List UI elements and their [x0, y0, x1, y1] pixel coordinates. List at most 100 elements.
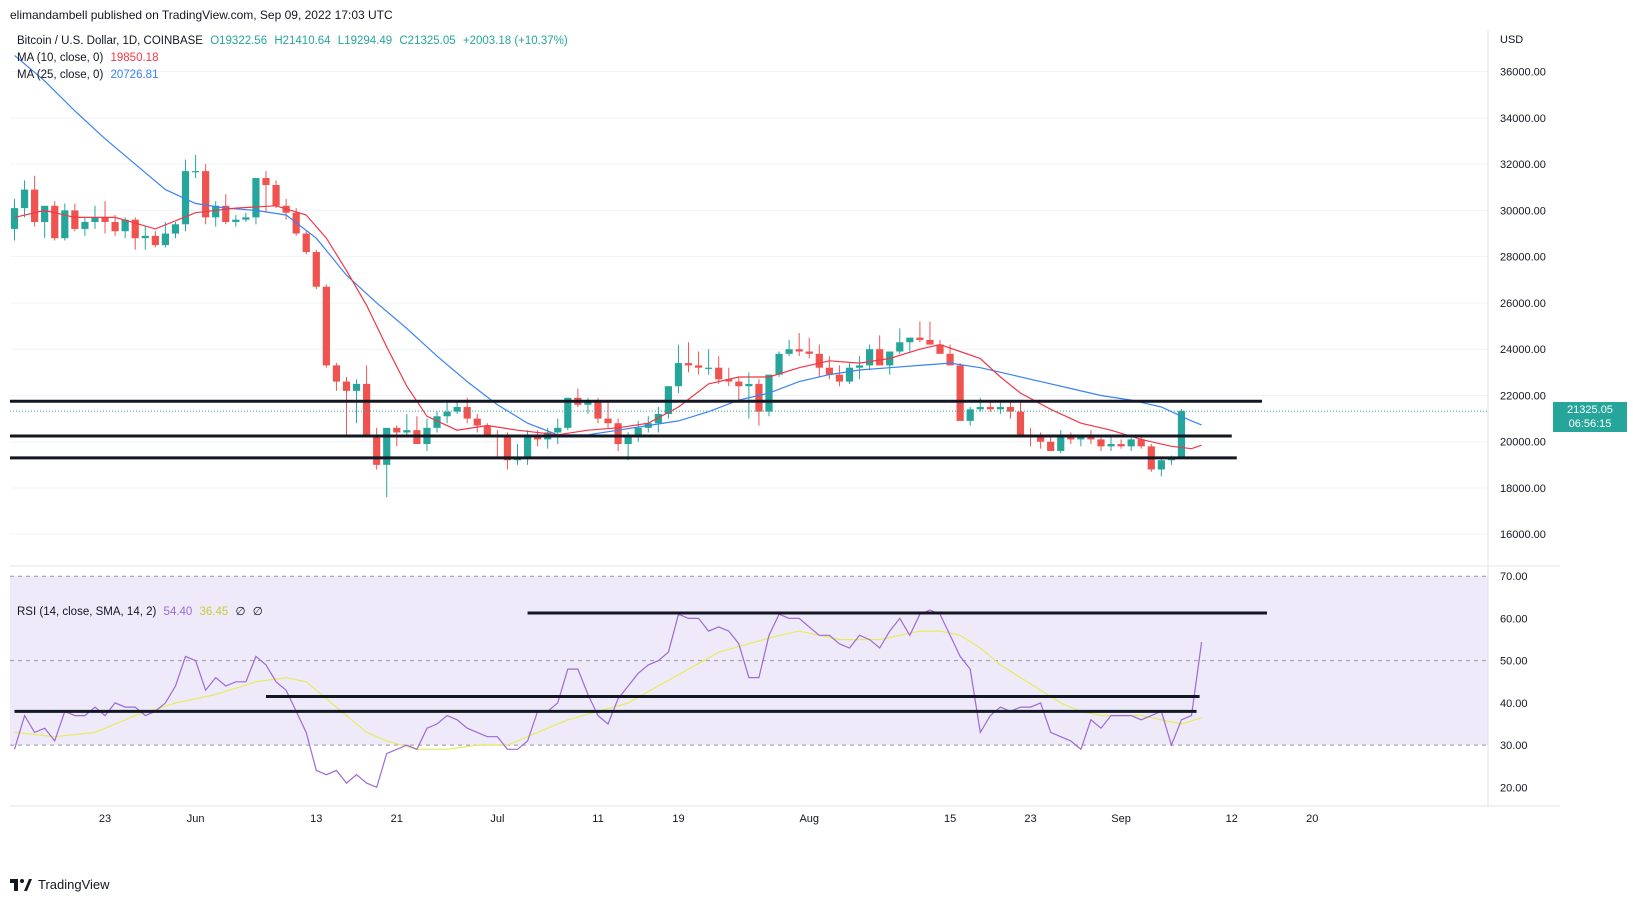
candle-body	[81, 221, 89, 229]
price-tick-label: 26000.00	[1500, 298, 1546, 310]
candle-body	[151, 235, 159, 246]
ma25-line	[14, 54, 1202, 436]
time-tick-label: 21	[391, 813, 403, 825]
candle-body	[463, 407, 471, 419]
candle-body	[986, 407, 994, 410]
candle-body	[302, 233, 310, 253]
candle-body	[212, 205, 220, 218]
bar-countdown: 06:56:15	[1568, 418, 1612, 431]
candle-body	[604, 418, 612, 424]
candle-body	[383, 427, 391, 465]
rsi-sma-value: 36.45	[199, 606, 229, 618]
candle-body	[473, 418, 481, 426]
ma25-value: 20726.81	[110, 69, 159, 81]
candle-body	[312, 252, 320, 287]
candle-body	[403, 430, 411, 433]
time-tick-label: 12	[1226, 813, 1238, 825]
candle-body	[252, 178, 260, 218]
candle-body	[1157, 460, 1165, 470]
candle-body	[131, 219, 139, 239]
candle-body	[71, 210, 79, 229]
candle-body	[1177, 411, 1186, 458]
candle-body	[996, 407, 1004, 410]
price-tick-label: 32000.00	[1500, 159, 1546, 171]
rsi-legend[interactable]: RSI (14, close, SMA, 14, 2) 54.40 36.45 …	[17, 604, 267, 618]
candle-body	[141, 235, 149, 239]
candle-body	[705, 367, 713, 369]
rsi-extra-1: ∅	[235, 606, 246, 618]
candle-body	[946, 353, 954, 366]
rsi-line	[13, 609, 1203, 789]
candle-body	[222, 205, 230, 222]
tradingview-logo-icon	[10, 878, 32, 891]
candle-body	[1077, 437, 1085, 440]
price-tick-label: 22000.00	[1500, 390, 1546, 402]
candle-body	[1127, 439, 1135, 447]
publisher-text: elimandambell published on TradingView.c…	[10, 8, 393, 22]
candle-body	[785, 349, 793, 354]
candle-body	[876, 349, 884, 366]
candle-body	[111, 221, 119, 232]
price-tick-label: 34000.00	[1500, 113, 1546, 125]
candle-body	[503, 437, 512, 461]
time-tick-label: 23	[1024, 813, 1036, 825]
time-tick-label: 19	[672, 813, 684, 825]
candle-body	[483, 425, 491, 435]
candle-body	[936, 344, 944, 354]
footer-brand-label: TradingView	[38, 877, 110, 892]
time-tick-label: 15	[944, 813, 956, 825]
price-tick-label: 28000.00	[1500, 252, 1546, 264]
candle-body	[966, 409, 974, 421]
rsi-extra-2: ∅	[252, 606, 263, 618]
time-tick-label: Sep	[1111, 813, 1131, 825]
candle-body	[171, 224, 180, 234]
candle-body	[896, 342, 904, 352]
candle-body	[181, 171, 190, 225]
candle-body	[1107, 444, 1115, 447]
candle-body	[91, 217, 99, 222]
ma25-label: MA (25, close, 0)	[17, 69, 104, 81]
price-tick-label: 16000.00	[1500, 529, 1546, 541]
ma10-line	[14, 205, 1202, 450]
candle-body	[1037, 437, 1045, 442]
candle-body	[393, 427, 401, 433]
candle-body	[1087, 437, 1095, 440]
candle-body	[735, 381, 743, 387]
time-tick-label: Jun	[187, 813, 205, 825]
candle-body	[916, 337, 924, 340]
candle-body	[956, 365, 964, 421]
last-price: 21325.05	[1567, 404, 1613, 417]
candle-body	[554, 427, 562, 433]
candle-body	[564, 397, 572, 428]
candle-body	[523, 437, 532, 458]
candle-body	[594, 402, 602, 419]
candle-body	[41, 205, 49, 222]
candle-body	[745, 383, 753, 387]
candle-body	[1006, 407, 1015, 412]
candle-body	[906, 337, 914, 343]
candle-body	[352, 383, 361, 391]
candle-body	[101, 217, 109, 222]
candle-body	[1016, 411, 1025, 435]
symbol-name[interactable]: Bitcoin / U.S. Dollar, 1D, COINBASE	[17, 35, 203, 47]
rsi-sma-line	[14, 630, 1202, 750]
low-value: L19294.49	[337, 35, 393, 47]
candle-body	[20, 189, 29, 209]
rsi-label: RSI (14, close, SMA, 14, 2)	[17, 606, 157, 618]
candle-body	[534, 437, 542, 440]
candle-body	[584, 402, 592, 405]
time-tick-label: 11	[592, 813, 603, 825]
price-tick-label: 36000.00	[1500, 67, 1546, 79]
ma10-legend[interactable]: MA (10, close, 0) 19850.18	[17, 52, 162, 64]
footer-brand[interactable]: TradingView	[10, 877, 110, 892]
rsi-tick-label: 20.00	[1500, 782, 1528, 794]
time-tick-label: Aug	[799, 813, 819, 825]
candle-body	[202, 171, 210, 218]
time-tick-label: 13	[310, 813, 322, 825]
last-price-tag: 21325.05 06:56:15	[1553, 402, 1627, 433]
open-value: O19322.56	[210, 35, 268, 47]
ma25-legend[interactable]: MA (25, close, 0) 20726.81	[17, 69, 162, 81]
time-tick-label: 20	[1306, 813, 1318, 825]
candle-body	[614, 423, 622, 445]
